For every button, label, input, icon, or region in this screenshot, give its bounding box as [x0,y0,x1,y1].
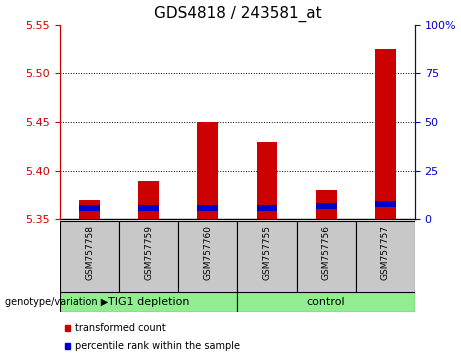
Bar [237,221,296,292]
Text: transformed count: transformed count [75,323,165,333]
Text: GSM757759: GSM757759 [144,225,153,280]
Bar [79,205,100,211]
Bar [60,292,237,312]
Bar [79,200,100,219]
Bar [178,221,237,292]
Bar [375,201,396,207]
Bar [138,205,159,211]
Text: genotype/variation ▶: genotype/variation ▶ [5,297,108,307]
Bar [138,181,159,219]
Title: GDS4818 / 243581_at: GDS4818 / 243581_at [154,6,321,22]
Bar [197,205,218,211]
Bar [119,221,178,292]
Bar [257,205,278,211]
Bar [316,190,337,219]
Bar [316,203,337,209]
Text: control: control [307,297,345,307]
Bar [356,221,415,292]
Bar [296,221,356,292]
Bar [257,142,278,219]
Text: GSM757760: GSM757760 [203,225,213,280]
Bar [375,49,396,219]
Text: GSM757755: GSM757755 [262,225,272,280]
Text: TIG1 depletion: TIG1 depletion [108,297,189,307]
Text: percentile rank within the sample: percentile rank within the sample [75,341,240,351]
Text: GSM757756: GSM757756 [322,225,331,280]
Bar [237,292,415,312]
Bar [197,122,218,219]
Text: GSM757757: GSM757757 [381,225,390,280]
Text: GSM757758: GSM757758 [85,225,94,280]
Bar [60,221,119,292]
